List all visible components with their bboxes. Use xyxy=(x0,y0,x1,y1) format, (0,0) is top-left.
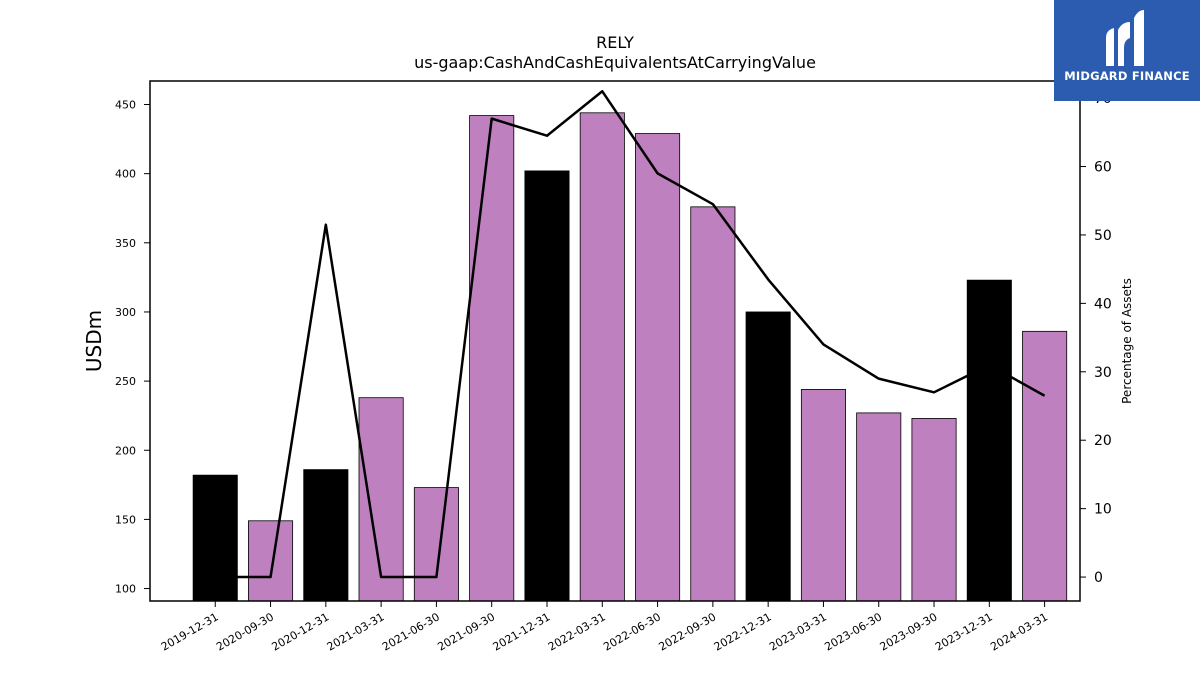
logo-text: MIDGARD FINANCE xyxy=(1064,69,1190,83)
y-tick-label: 250 xyxy=(115,375,136,388)
bar xyxy=(358,397,404,602)
y2-tick-label: 20 xyxy=(1094,433,1112,449)
y-tick-label: 150 xyxy=(115,513,136,526)
x-tick-label: 2022-12-31 xyxy=(712,610,774,653)
bar xyxy=(303,469,349,602)
x-tick-label: 2023-03-31 xyxy=(767,610,829,653)
plot-frame xyxy=(149,80,1081,602)
x-tick-label: 2021-12-31 xyxy=(491,610,553,653)
bar-group xyxy=(192,112,1068,602)
bar xyxy=(966,279,1012,602)
x-tick-label: 2023-06-30 xyxy=(822,610,884,653)
y-tick-label: 100 xyxy=(115,583,136,596)
y2-axis: 010203040506070 xyxy=(1080,91,1112,586)
y-tick-label: 350 xyxy=(115,237,136,250)
y-tick-label: 450 xyxy=(115,99,136,112)
bar xyxy=(413,487,459,602)
bar xyxy=(469,115,515,602)
bar xyxy=(524,170,570,602)
x-axis: 2019-12-312020-09-302020-12-312021-03-31… xyxy=(159,601,1050,654)
percentage-line xyxy=(215,90,1046,579)
brand-logo: MIDGARD FINANCE xyxy=(1054,0,1200,101)
y2-tick-label: 50 xyxy=(1094,228,1112,244)
y-tick-label: 300 xyxy=(115,306,136,319)
bar xyxy=(690,206,736,602)
bar xyxy=(635,133,681,602)
chart-title: RELY xyxy=(596,33,634,52)
bar xyxy=(800,389,846,602)
bar xyxy=(1022,330,1068,602)
y2-tick-label: 40 xyxy=(1094,296,1112,312)
bar xyxy=(745,311,791,602)
bar xyxy=(192,474,238,602)
x-tick-label: 2024-03-31 xyxy=(988,610,1050,653)
y2-tick-label: 60 xyxy=(1094,160,1112,176)
x-tick-label: 2022-03-31 xyxy=(546,610,608,653)
x-tick-label: 2021-09-30 xyxy=(435,610,497,653)
logo-mark-icon xyxy=(1106,10,1144,66)
y-tick-label: 400 xyxy=(115,168,136,181)
y-axis: 100 150 200 250 300 350 400 450 xyxy=(115,99,150,596)
x-tick-label: 2022-09-30 xyxy=(656,610,718,653)
line-layer xyxy=(215,90,1046,579)
x-tick-label: 2020-12-31 xyxy=(269,610,331,653)
y2-tick-label: 30 xyxy=(1094,365,1112,381)
y-tick-label: 200 xyxy=(115,444,136,457)
x-tick-label: 2021-03-31 xyxy=(325,610,387,653)
x-tick-label: 2023-12-31 xyxy=(933,610,995,653)
bar xyxy=(579,112,625,602)
bar xyxy=(248,520,294,602)
x-tick-label: 2022-06-30 xyxy=(601,610,663,653)
x-tick-label: 2023-09-30 xyxy=(878,610,940,653)
y2-tick-label: 0 xyxy=(1094,570,1103,586)
x-tick-label: 2020-09-30 xyxy=(214,610,276,653)
y2-axis-label: Percentage of Assets xyxy=(1120,278,1134,404)
y-axis-label: USDm xyxy=(82,310,106,372)
x-tick-label: 2021-06-30 xyxy=(380,610,442,653)
x-tick-label: 2019-12-31 xyxy=(159,610,221,653)
bar xyxy=(911,418,957,602)
chart-subtitle: us-gaap:CashAndCashEquivalentsAtCarrying… xyxy=(414,53,816,72)
y2-tick-label: 10 xyxy=(1094,502,1112,518)
bar xyxy=(856,412,902,602)
